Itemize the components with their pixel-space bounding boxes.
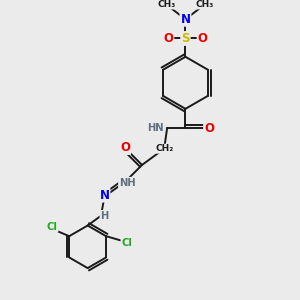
Text: CH₃: CH₃ (196, 0, 214, 9)
Text: N: N (181, 13, 190, 26)
Text: O: O (163, 32, 173, 45)
Text: Cl: Cl (121, 238, 132, 248)
Text: Cl: Cl (46, 222, 58, 232)
Text: O: O (120, 141, 130, 154)
Text: CH₂: CH₂ (155, 144, 173, 153)
Text: S: S (181, 32, 190, 45)
Text: NH: NH (119, 178, 136, 188)
Text: N: N (100, 189, 110, 202)
Text: O: O (198, 32, 208, 45)
Text: O: O (204, 122, 214, 134)
Text: HN: HN (148, 123, 164, 133)
Text: CH₃: CH₃ (157, 0, 176, 9)
Text: H: H (100, 211, 109, 221)
